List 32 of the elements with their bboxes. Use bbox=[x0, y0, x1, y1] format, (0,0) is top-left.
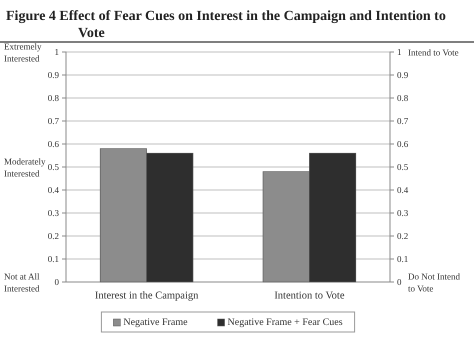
y2-tick-label: 0.6 bbox=[397, 138, 409, 149]
y2-tick-label: 0.9 bbox=[397, 70, 409, 80]
text: Not at All Interested bbox=[4, 272, 40, 294]
y-tick-label: 0.6 bbox=[48, 138, 60, 149]
y-tick-label: 0.3 bbox=[48, 208, 60, 218]
y-tick-label: 1 bbox=[54, 46, 59, 57]
y2-tick-label: 0.3 bbox=[397, 208, 409, 218]
y-tick-label: 0.4 bbox=[48, 184, 60, 195]
y-tick-label: 0.9 bbox=[48, 70, 60, 80]
text: Extremely Interested bbox=[4, 42, 42, 64]
y-tick-label: 0.8 bbox=[48, 92, 60, 103]
y2-tick-label: 0.2 bbox=[397, 230, 408, 241]
y-tick-label: 0 bbox=[54, 276, 60, 287]
y2-tick-label: 0.5 bbox=[397, 162, 409, 172]
text: Do Not Intend to Vote bbox=[408, 272, 460, 294]
x-tick-label: Intention to Vote bbox=[274, 290, 345, 302]
text: Moderately Interested bbox=[4, 156, 46, 178]
y-tick-label: 0.5 bbox=[48, 162, 60, 172]
y2-tick-label: 0.1 bbox=[397, 254, 408, 264]
y-tick-label: 0.2 bbox=[48, 230, 59, 241]
legend-label: Negative Frame bbox=[123, 317, 188, 328]
chart-title: Figure 4 Effect of Fear Cues on Interest in the Campaign and Intention to Vote bbox=[6, 9, 446, 41]
y2-tick-label: 1 bbox=[397, 46, 402, 57]
y2-tick-label: 0.4 bbox=[397, 184, 409, 195]
x-tick-label: Interest in the Campaign bbox=[94, 290, 200, 302]
y2-tick-label: 0 bbox=[397, 276, 402, 287]
legend-label: Negative Frame + Fear Cues bbox=[228, 317, 343, 328]
y-tick-label: 0.7 bbox=[48, 116, 60, 126]
text: Intend to Vote bbox=[408, 48, 459, 58]
y-tick-label: 0.1 bbox=[48, 254, 59, 264]
y2-tick-label: 0.7 bbox=[397, 116, 409, 126]
y2-tick-label: 0.8 bbox=[397, 92, 409, 103]
